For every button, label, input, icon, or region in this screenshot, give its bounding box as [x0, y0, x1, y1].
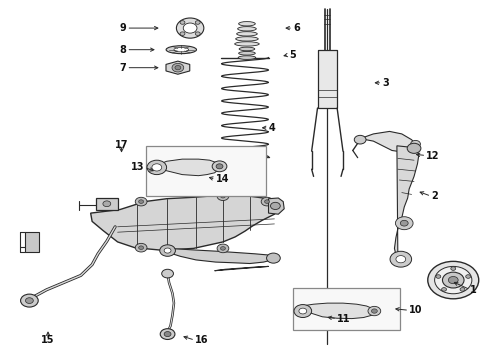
- Ellipse shape: [235, 42, 259, 46]
- Text: 2: 2: [431, 191, 438, 201]
- Circle shape: [217, 192, 229, 201]
- Circle shape: [220, 247, 225, 250]
- Text: 10: 10: [409, 305, 423, 315]
- Circle shape: [395, 217, 413, 230]
- Circle shape: [371, 309, 377, 313]
- Circle shape: [21, 294, 38, 307]
- Ellipse shape: [239, 47, 255, 51]
- Circle shape: [407, 143, 421, 153]
- Text: 17: 17: [115, 140, 128, 150]
- Circle shape: [460, 288, 465, 291]
- Circle shape: [220, 194, 225, 198]
- Circle shape: [152, 164, 162, 171]
- Circle shape: [354, 135, 366, 144]
- Circle shape: [139, 200, 144, 203]
- Ellipse shape: [239, 51, 255, 55]
- Ellipse shape: [174, 48, 189, 52]
- Circle shape: [176, 18, 204, 38]
- Circle shape: [216, 164, 223, 169]
- Circle shape: [25, 298, 33, 303]
- Circle shape: [212, 161, 227, 172]
- Circle shape: [217, 244, 229, 253]
- Circle shape: [103, 201, 111, 207]
- Circle shape: [442, 272, 464, 288]
- Circle shape: [436, 275, 441, 278]
- Circle shape: [294, 305, 312, 318]
- FancyBboxPatch shape: [96, 198, 118, 210]
- Circle shape: [270, 202, 280, 210]
- Polygon shape: [156, 159, 220, 176]
- Text: 13: 13: [131, 162, 145, 172]
- Text: 11: 11: [337, 314, 351, 324]
- Bar: [293, 288, 400, 330]
- Text: 15: 15: [41, 335, 55, 345]
- Circle shape: [180, 21, 185, 24]
- Circle shape: [261, 197, 273, 206]
- Text: 3: 3: [382, 78, 389, 88]
- Circle shape: [451, 267, 456, 270]
- Circle shape: [162, 269, 173, 278]
- Polygon shape: [215, 266, 269, 271]
- Circle shape: [160, 329, 175, 339]
- Circle shape: [183, 23, 197, 33]
- Circle shape: [175, 66, 181, 70]
- Circle shape: [396, 256, 406, 263]
- Circle shape: [441, 288, 446, 291]
- Polygon shape: [269, 198, 284, 214]
- Ellipse shape: [236, 37, 258, 41]
- Circle shape: [139, 246, 144, 249]
- Circle shape: [428, 261, 479, 299]
- Polygon shape: [167, 248, 274, 264]
- Text: 9: 9: [120, 23, 126, 33]
- Circle shape: [368, 306, 381, 316]
- Ellipse shape: [238, 56, 256, 59]
- Circle shape: [164, 248, 171, 253]
- Polygon shape: [166, 61, 190, 74]
- Circle shape: [172, 63, 184, 72]
- Text: 7: 7: [120, 63, 126, 73]
- Circle shape: [135, 243, 147, 252]
- Circle shape: [160, 245, 175, 256]
- Ellipse shape: [238, 27, 256, 31]
- Text: 4: 4: [269, 123, 275, 133]
- Circle shape: [147, 160, 167, 175]
- Bar: [146, 146, 266, 196]
- Polygon shape: [91, 195, 279, 250]
- Ellipse shape: [237, 32, 257, 36]
- Text: 14: 14: [216, 174, 229, 184]
- Circle shape: [390, 251, 412, 267]
- Circle shape: [299, 308, 307, 314]
- Text: 6: 6: [293, 23, 300, 33]
- Circle shape: [411, 140, 420, 148]
- Circle shape: [164, 332, 171, 337]
- Circle shape: [435, 266, 472, 294]
- Text: 8: 8: [120, 45, 126, 55]
- Circle shape: [135, 197, 147, 206]
- Polygon shape: [394, 146, 419, 261]
- Circle shape: [448, 276, 458, 284]
- Text: 16: 16: [195, 335, 209, 345]
- FancyBboxPatch shape: [318, 50, 337, 108]
- Ellipse shape: [239, 22, 255, 26]
- Polygon shape: [301, 303, 375, 319]
- Text: 12: 12: [426, 150, 440, 161]
- Circle shape: [180, 32, 185, 36]
- Circle shape: [196, 32, 200, 36]
- Circle shape: [400, 220, 408, 226]
- FancyBboxPatch shape: [25, 232, 39, 252]
- Circle shape: [267, 253, 280, 263]
- Circle shape: [265, 200, 270, 203]
- Polygon shape: [360, 131, 416, 152]
- Text: 1: 1: [470, 285, 477, 295]
- Text: 5: 5: [289, 50, 296, 60]
- Circle shape: [466, 275, 470, 278]
- Circle shape: [196, 21, 200, 24]
- Ellipse shape: [166, 46, 196, 54]
